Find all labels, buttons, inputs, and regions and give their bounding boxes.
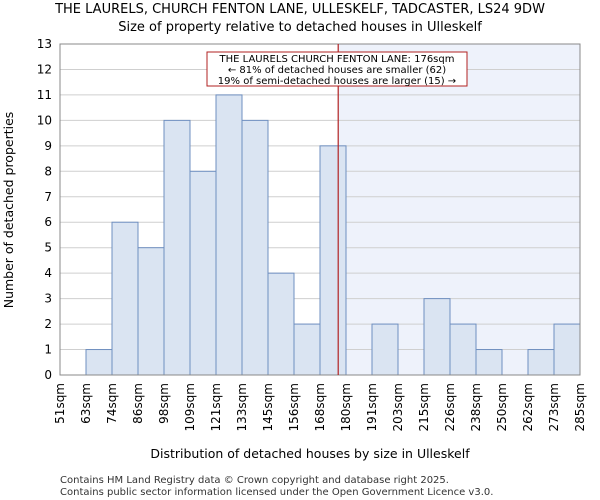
bar: [267, 272, 295, 376]
bar: [527, 349, 555, 376]
y-tick-label: 9: [44, 139, 52, 153]
y-axis-label: Number of detached properties: [1, 112, 16, 309]
plot-frame: [59, 43, 581, 376]
x-tick-label: 51sqm: [53, 383, 67, 424]
x-tick-label: 203sqm: [391, 383, 405, 431]
x-tick-label: 86sqm: [131, 383, 145, 424]
x-tick-label: 262sqm: [521, 383, 535, 431]
annotation-line: THE LAURELS CHURCH FENTON LANE: 176sqm: [219, 54, 455, 65]
x-tick-label: 250sqm: [495, 383, 509, 431]
bar: [319, 145, 347, 376]
annotation-line: ← 81% of detached houses are smaller (62…: [228, 65, 446, 76]
chart-title: THE LAURELS, CHURCH FENTON LANE, ULLESKE…: [54, 2, 545, 17]
y-tick-label: 11: [37, 88, 52, 102]
x-tick-label: 156sqm: [287, 383, 301, 431]
x-tick-label: 273sqm: [547, 383, 561, 431]
x-tick-label: 215sqm: [417, 383, 431, 431]
bar: [189, 170, 217, 376]
y-tick-label: 10: [37, 113, 52, 127]
y-tick-label: 1: [44, 343, 52, 357]
y-tick-label: 6: [44, 215, 52, 229]
y-tick-label: 13: [37, 37, 52, 51]
x-tick-label: 98sqm: [157, 383, 171, 424]
bar: [85, 349, 113, 376]
bar: [423, 298, 451, 376]
x-tick-label: 168sqm: [313, 383, 327, 431]
bar: [293, 323, 321, 376]
y-tick-label: 2: [44, 317, 52, 331]
y-tick-label: 3: [44, 292, 52, 306]
x-tick-label: 238sqm: [469, 383, 483, 431]
y-tick-label: 8: [44, 164, 52, 178]
x-tick-label: 121sqm: [209, 383, 223, 431]
x-tick-label: 74sqm: [105, 383, 119, 424]
x-tick-label: 191sqm: [365, 383, 379, 431]
x-tick-label: 133sqm: [235, 383, 249, 431]
y-tick-label: 4: [44, 266, 52, 280]
x-tick-label: 226sqm: [443, 383, 457, 431]
y-tick-label: 12: [37, 62, 52, 76]
y-tick-label: 5: [44, 241, 52, 255]
x-tick-label: 285sqm: [573, 383, 587, 431]
x-axis-label: Distribution of detached houses by size …: [150, 446, 470, 461]
y-tick-label: 0: [44, 368, 52, 382]
footer-line-1: Contains HM Land Registry data © Crown c…: [60, 475, 449, 486]
y-tick-label: 7: [44, 190, 52, 204]
bar: [111, 221, 139, 376]
chart-subtitle: Size of property relative to detached ho…: [118, 20, 482, 35]
highlight-region: [338, 44, 580, 375]
annotation-line: 19% of semi-detached houses are larger (…: [218, 76, 456, 87]
x-tick-label: 63sqm: [79, 383, 93, 424]
bar: [241, 119, 269, 376]
bar: [163, 119, 191, 376]
x-tick-label: 180sqm: [339, 383, 353, 431]
bar: [371, 323, 399, 376]
x-tick-label: 109sqm: [183, 383, 197, 431]
bar: [449, 323, 477, 376]
bar: [553, 323, 581, 376]
annotation-box: [206, 51, 468, 87]
footer-line-2: Contains public sector information licen…: [60, 487, 493, 498]
bar: [137, 247, 165, 376]
bar: [215, 94, 243, 376]
bar: [475, 349, 503, 376]
x-tick-label: 145sqm: [261, 383, 275, 431]
